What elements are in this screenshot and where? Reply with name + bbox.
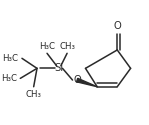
Text: Si: Si <box>54 63 63 73</box>
Text: CH₃: CH₃ <box>59 42 75 51</box>
Text: CH₃: CH₃ <box>26 90 42 99</box>
Text: H₃C: H₃C <box>3 54 19 63</box>
Text: H₃C: H₃C <box>1 74 17 83</box>
Text: H₃C: H₃C <box>39 42 55 51</box>
Polygon shape <box>77 78 97 87</box>
Text: O: O <box>113 21 121 31</box>
Text: O: O <box>73 75 81 85</box>
